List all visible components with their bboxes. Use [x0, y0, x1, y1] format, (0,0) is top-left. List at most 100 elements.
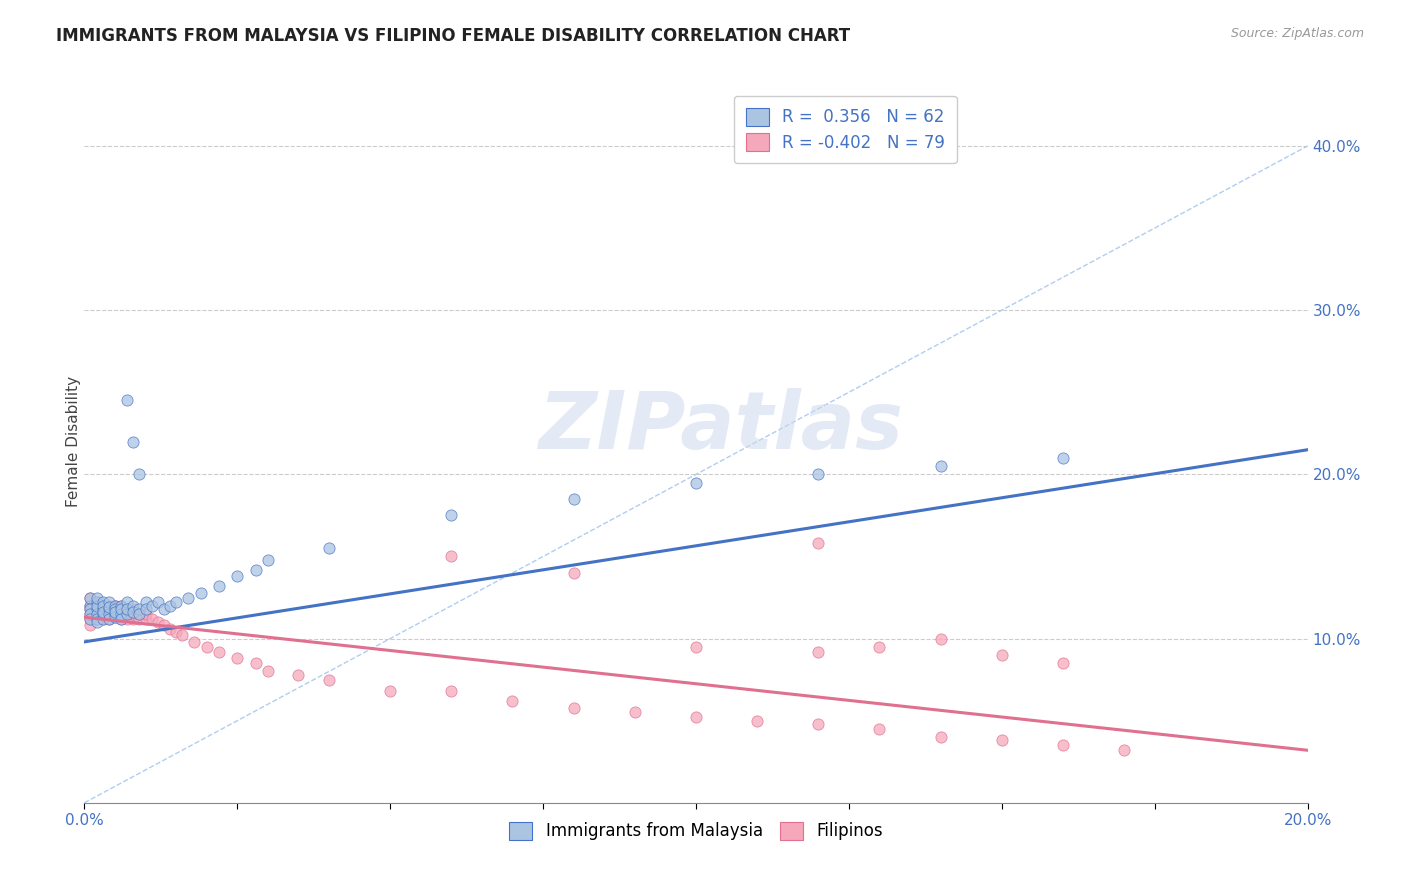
- Point: [807, 467, 830, 482]
- Point: [190, 585, 212, 599]
- Point: [86, 607, 108, 621]
- Point: [226, 569, 249, 583]
- Point: [257, 665, 280, 679]
- Point: [104, 607, 127, 621]
- Point: [226, 651, 249, 665]
- Point: [79, 607, 101, 621]
- Point: [104, 599, 127, 613]
- Point: [79, 602, 101, 616]
- Point: [122, 602, 145, 616]
- Point: [172, 628, 194, 642]
- Point: [115, 605, 138, 619]
- Point: [146, 595, 169, 609]
- Point: [104, 602, 127, 616]
- Point: [153, 602, 176, 616]
- Point: [110, 602, 132, 616]
- Point: [991, 648, 1014, 662]
- Point: [86, 602, 108, 616]
- Point: [110, 612, 132, 626]
- Point: [97, 607, 120, 621]
- Point: [869, 722, 891, 736]
- Point: [79, 618, 101, 632]
- Point: [86, 595, 108, 609]
- Point: [869, 640, 891, 654]
- Point: [183, 635, 205, 649]
- Point: [208, 645, 231, 659]
- Point: [159, 622, 181, 636]
- Point: [104, 610, 127, 624]
- Point: [79, 602, 101, 616]
- Point: [177, 591, 200, 605]
- Point: [807, 536, 830, 550]
- Point: [91, 605, 114, 619]
- Legend: Immigrants from Malaysia, Filipinos: Immigrants from Malaysia, Filipinos: [501, 814, 891, 848]
- Point: [135, 595, 157, 609]
- Point: [257, 553, 280, 567]
- Point: [146, 615, 169, 630]
- Point: [97, 602, 120, 616]
- Point: [91, 602, 114, 616]
- Point: [929, 730, 952, 744]
- Point: [104, 602, 127, 616]
- Point: [440, 508, 463, 523]
- Point: [91, 612, 114, 626]
- Point: [929, 459, 952, 474]
- Point: [104, 599, 127, 613]
- Point: [86, 602, 108, 616]
- Point: [562, 566, 585, 580]
- Point: [115, 602, 138, 616]
- Point: [1052, 739, 1074, 753]
- Point: [110, 602, 132, 616]
- Point: [380, 684, 402, 698]
- Point: [195, 640, 218, 654]
- Point: [135, 612, 157, 626]
- Point: [135, 602, 157, 616]
- Point: [86, 599, 108, 613]
- Point: [165, 625, 187, 640]
- Point: [97, 612, 120, 626]
- Point: [86, 610, 108, 624]
- Point: [245, 563, 267, 577]
- Point: [91, 599, 114, 613]
- Point: [128, 612, 150, 626]
- Point: [440, 549, 463, 564]
- Point: [110, 607, 132, 621]
- Point: [97, 600, 120, 615]
- Point: [624, 706, 647, 720]
- Point: [97, 605, 120, 619]
- Point: [318, 541, 340, 556]
- Point: [79, 607, 101, 621]
- Point: [122, 607, 145, 621]
- Point: [562, 491, 585, 506]
- Point: [1052, 657, 1074, 671]
- Point: [115, 602, 138, 616]
- Point: [86, 602, 108, 616]
- Point: [747, 714, 769, 728]
- Point: [97, 599, 120, 613]
- Point: [86, 607, 108, 621]
- Point: [159, 599, 181, 613]
- Point: [502, 694, 524, 708]
- Point: [122, 434, 145, 449]
- Point: [79, 599, 101, 613]
- Point: [97, 602, 120, 616]
- Text: IMMIGRANTS FROM MALAYSIA VS FILIPINO FEMALE DISABILITY CORRELATION CHART: IMMIGRANTS FROM MALAYSIA VS FILIPINO FEM…: [56, 27, 851, 45]
- Point: [115, 607, 138, 621]
- Point: [318, 673, 340, 687]
- Point: [79, 612, 101, 626]
- Point: [245, 657, 267, 671]
- Point: [104, 599, 127, 613]
- Point: [79, 591, 101, 605]
- Point: [991, 733, 1014, 747]
- Point: [86, 612, 108, 626]
- Point: [97, 595, 120, 609]
- Point: [91, 605, 114, 619]
- Point: [807, 645, 830, 659]
- Point: [91, 605, 114, 619]
- Point: [86, 599, 108, 613]
- Point: [104, 607, 127, 621]
- Point: [86, 615, 108, 630]
- Point: [115, 612, 138, 626]
- Point: [122, 599, 145, 613]
- Point: [440, 684, 463, 698]
